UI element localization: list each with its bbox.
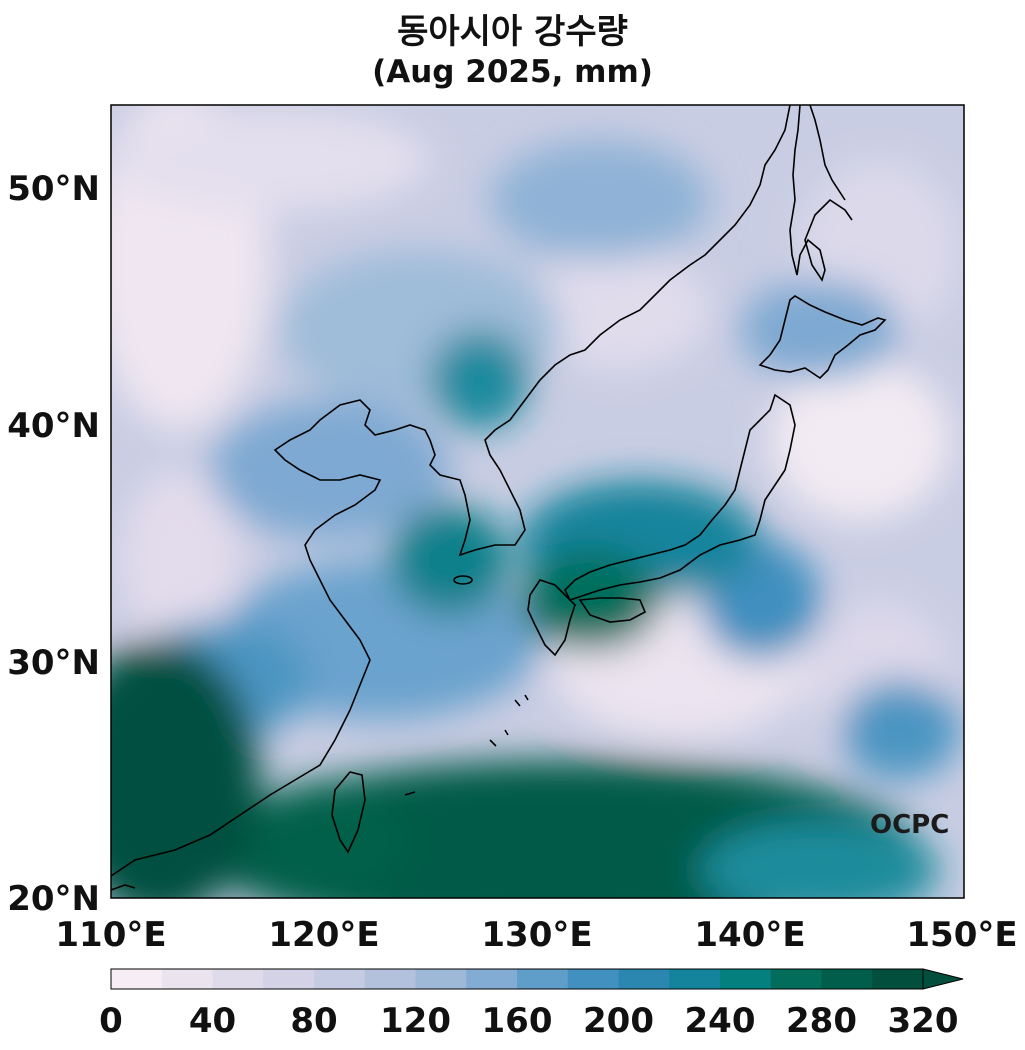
map-frame: [110, 104, 965, 899]
colorbar-tick-label: 160: [482, 1001, 553, 1041]
colorbar-swatch: [720, 969, 772, 989]
colorbar-tick-label: 120: [380, 1001, 451, 1041]
colorbar: 0 40 80 120 160 200 240 280 320: [99, 968, 964, 1041]
colorbar-tick-label: 0: [99, 1001, 123, 1041]
coastlines: [111, 105, 887, 891]
colorbar-swatch: [161, 969, 213, 989]
x-axis: 110°E 120°E 130°E 140°E 150°E: [55, 915, 1017, 955]
map-title: 동아시아 강수량: [397, 12, 628, 52]
map-subtitle: (Aug 2025, mm): [372, 54, 653, 90]
colorbar-swatch: [263, 969, 315, 989]
colorbar-extend-arrow: [922, 968, 964, 990]
x-tick-label: 150°E: [906, 915, 1017, 955]
precipitation-field: [111, 105, 964, 898]
colorbar-tick-label: 280: [786, 1001, 857, 1041]
x-tick-label: 120°E: [268, 915, 379, 955]
colorbar-tick-label: 240: [685, 1001, 756, 1041]
colorbar-swatch: [212, 969, 264, 989]
colorbar-swatch: [618, 969, 670, 989]
y-axis: 20°N 30°N 40°N 50°N: [7, 169, 100, 919]
colorbar-swatch: [466, 969, 518, 989]
colorbar-tick-label: 320: [888, 1001, 959, 1041]
colorbar-outline: [110, 968, 924, 990]
colorbar-tick-label: 80: [290, 1001, 337, 1041]
colorbar-swatch: [567, 969, 619, 989]
y-tick-label: 30°N: [7, 643, 100, 683]
colorbar-swatch: [770, 969, 822, 989]
colorbar-swatch: [364, 969, 416, 989]
colorbar-swatch: [415, 969, 467, 989]
colorbar-swatch: [314, 969, 366, 989]
colorbar-swatch: [669, 969, 721, 989]
colorbar-swatch: [111, 969, 163, 989]
colorbar-tick-label: 40: [189, 1001, 236, 1041]
y-tick-label: 40°N: [7, 406, 100, 446]
colorbar-swatch: [821, 969, 873, 989]
colorbar-swatch: [517, 969, 569, 989]
x-tick-label: 110°E: [55, 915, 166, 955]
y-tick-label: 20°N: [7, 879, 100, 919]
ocpc-logo: OCPC: [870, 810, 949, 840]
colorbar-tick-label: 200: [583, 1001, 654, 1041]
x-tick-label: 140°E: [694, 915, 805, 955]
x-tick-label: 130°E: [481, 915, 592, 955]
y-tick-label: 50°N: [7, 169, 100, 209]
colorbar-swatch: [872, 969, 924, 989]
